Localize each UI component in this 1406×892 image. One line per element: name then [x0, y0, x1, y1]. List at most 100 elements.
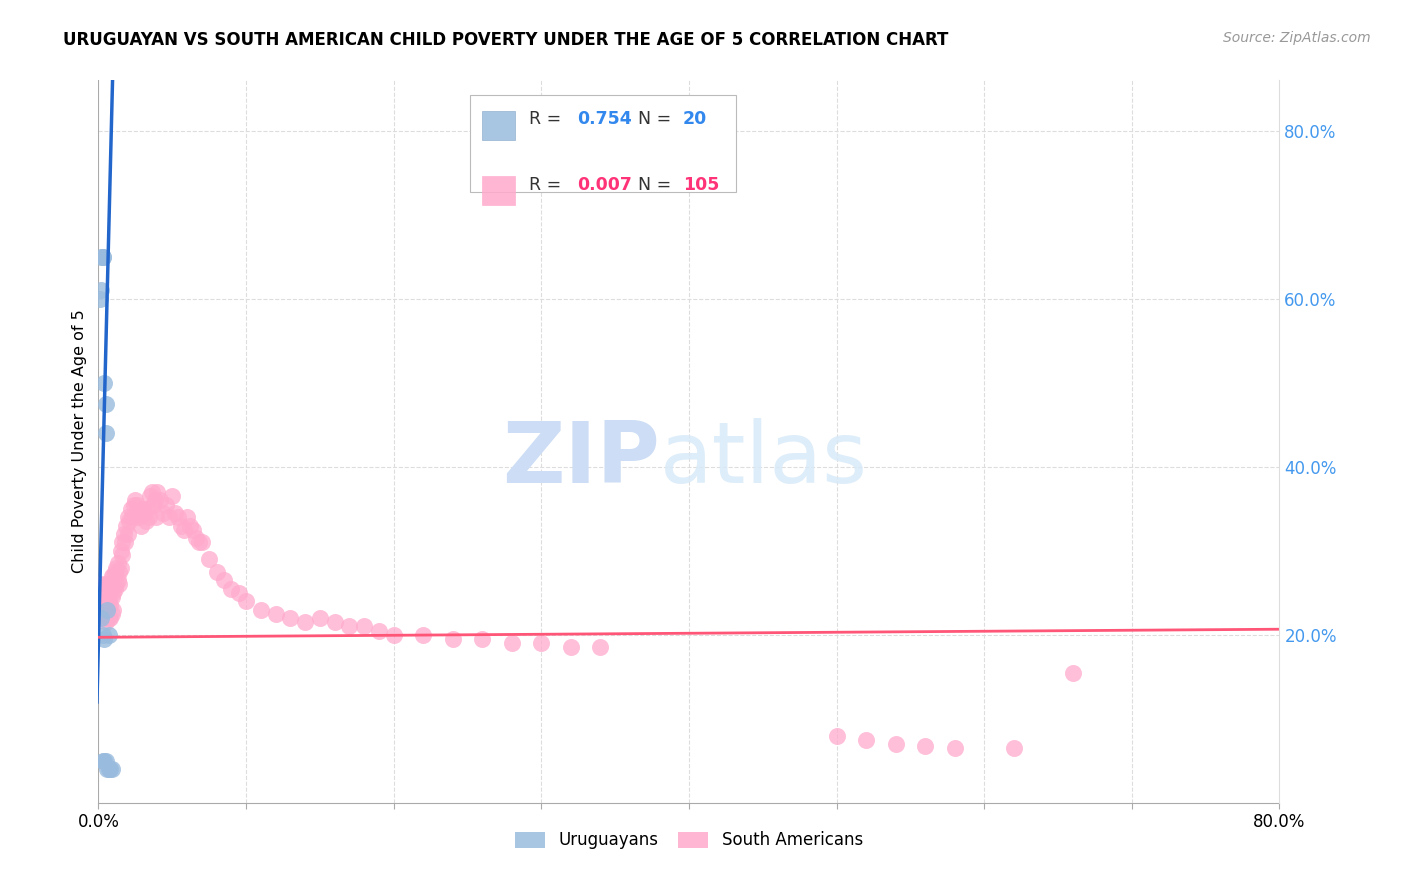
South Americans [107, 573, 129, 587]
Text: URUGUAYAN VS SOUTH AMERICAN CHILD POVERTY UNDER THE AGE OF 5 CORRELATION CHART: URUGUAYAN VS SOUTH AMERICAN CHILD POVERT… [63, 31, 949, 49]
Uruguayans [91, 250, 114, 264]
South Americans [170, 518, 193, 533]
South Americans [441, 632, 464, 646]
Uruguayans [91, 250, 114, 264]
South Americans [98, 577, 121, 591]
South Americans [143, 493, 166, 508]
South Americans [323, 615, 346, 630]
Text: ZIP: ZIP [502, 418, 659, 501]
Uruguayans [96, 762, 118, 776]
South Americans [110, 560, 132, 574]
South Americans [198, 552, 221, 566]
South Americans [100, 607, 122, 621]
South Americans [111, 548, 134, 562]
South Americans [108, 577, 131, 591]
South Americans [132, 501, 155, 516]
South Americans [127, 510, 149, 524]
South Americans [382, 628, 405, 642]
South Americans [589, 640, 612, 655]
Uruguayans [91, 754, 114, 768]
South Americans [157, 510, 180, 524]
South Americans [108, 565, 131, 579]
South Americans [103, 586, 125, 600]
Uruguayans [93, 376, 115, 390]
Uruguayans [90, 611, 112, 625]
South Americans [501, 636, 523, 650]
Uruguayans [91, 628, 114, 642]
Uruguayans [97, 762, 120, 776]
South Americans [135, 514, 157, 528]
Text: R =: R = [530, 176, 562, 194]
South Americans [136, 501, 159, 516]
South Americans [98, 611, 121, 625]
South Americans [103, 602, 125, 616]
Y-axis label: Child Poverty Under the Age of 5: Child Poverty Under the Age of 5 [72, 310, 87, 574]
South Americans [855, 732, 877, 747]
South Americans [264, 607, 287, 621]
South Americans [1002, 741, 1025, 756]
South Americans [104, 565, 127, 579]
Uruguayans [97, 628, 120, 642]
South Americans [294, 615, 316, 630]
South Americans [187, 535, 209, 549]
South Americans [339, 619, 361, 633]
South Americans [212, 573, 235, 587]
Text: Source: ZipAtlas.com: Source: ZipAtlas.com [1223, 31, 1371, 45]
South Americans [117, 510, 139, 524]
FancyBboxPatch shape [471, 95, 737, 193]
Uruguayans [94, 397, 117, 411]
South Americans [368, 624, 391, 638]
Text: N =: N = [638, 176, 672, 194]
South Americans [165, 506, 187, 520]
South Americans [110, 543, 132, 558]
South Americans [94, 615, 117, 630]
South Americans [250, 602, 273, 616]
South Americans [309, 611, 332, 625]
South Americans [353, 619, 375, 633]
South Americans [141, 485, 163, 500]
Text: 105: 105 [683, 176, 720, 194]
Text: 20: 20 [683, 111, 707, 128]
Uruguayans [96, 602, 118, 616]
South Americans [173, 523, 195, 537]
South Americans [181, 523, 204, 537]
South Americans [124, 493, 146, 508]
Uruguayans [90, 250, 112, 264]
South Americans [103, 569, 125, 583]
South Americans [105, 577, 128, 591]
South Americans [98, 599, 121, 613]
South Americans [943, 741, 966, 756]
Text: atlas: atlas [659, 418, 868, 501]
South Americans [94, 577, 117, 591]
South Americans [560, 640, 582, 655]
South Americans [162, 489, 183, 503]
South Americans [97, 586, 120, 600]
South Americans [412, 628, 434, 642]
South Americans [167, 510, 190, 524]
South Americans [105, 560, 128, 574]
South Americans [235, 594, 257, 608]
South Americans [112, 527, 135, 541]
South Americans [93, 594, 115, 608]
South Americans [176, 510, 198, 524]
Text: 0.754: 0.754 [576, 111, 631, 128]
Uruguayans [90, 283, 112, 297]
South Americans [120, 501, 142, 516]
South Americans [94, 602, 117, 616]
South Americans [128, 506, 150, 520]
South Americans [114, 535, 136, 549]
South Americans [91, 602, 114, 616]
South Americans [145, 510, 167, 524]
South Americans [221, 582, 243, 596]
South Americans [280, 611, 302, 625]
South Americans [142, 498, 165, 512]
South Americans [125, 498, 148, 512]
South Americans [228, 586, 250, 600]
South Americans [205, 565, 228, 579]
South Americans [93, 611, 115, 625]
Bar [482, 111, 516, 139]
South Americans [115, 518, 138, 533]
Text: 0.007: 0.007 [576, 176, 631, 194]
South Americans [97, 594, 120, 608]
South Americans [825, 729, 848, 743]
